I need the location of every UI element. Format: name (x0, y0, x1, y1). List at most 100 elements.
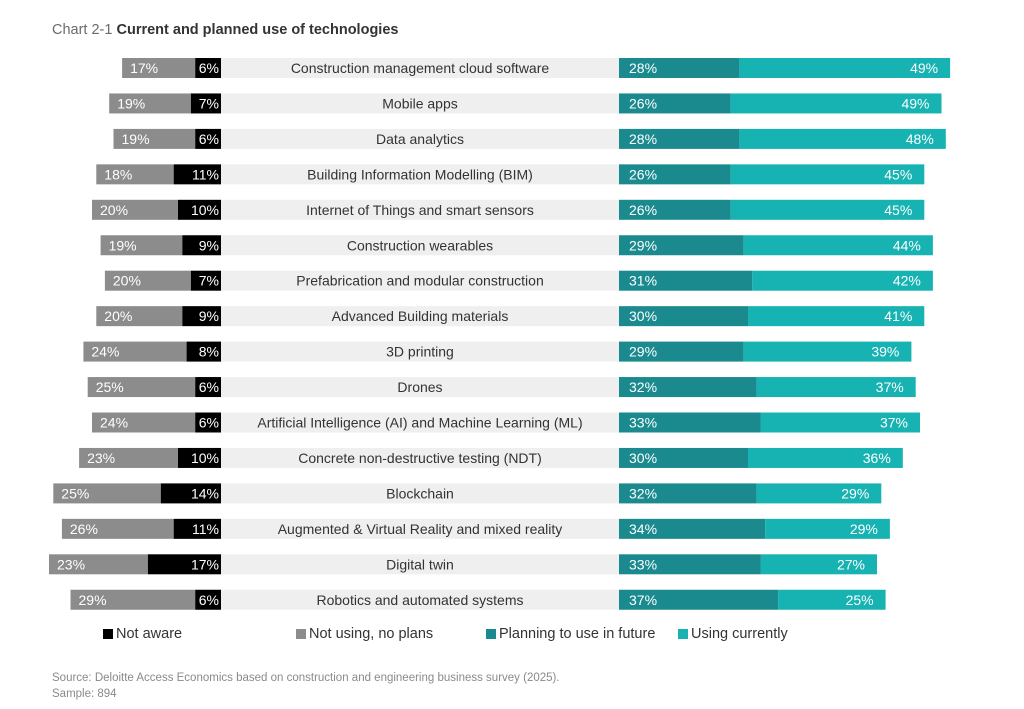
bar-not-aware (160, 483, 221, 504)
bar-using (743, 235, 933, 256)
label-not-aware: 17% (191, 556, 219, 572)
bar-not-aware (178, 447, 221, 468)
bar-not-aware (182, 235, 221, 256)
label-using: 29% (841, 485, 869, 501)
category-label: Internet of Things and smart sensors (306, 202, 534, 218)
label-planning: 29% (629, 344, 657, 360)
bar-planning (619, 518, 766, 539)
category-label: Augmented & Virtual Reality and mixed re… (278, 521, 563, 537)
label-not-aware: 11% (192, 521, 219, 537)
label-using: 42% (893, 273, 921, 289)
category-label: Drones (397, 379, 442, 395)
label-using: 44% (893, 237, 921, 253)
row-band (221, 164, 619, 185)
bar-planning (619, 554, 761, 575)
bar-using (730, 164, 925, 185)
label-using: 37% (880, 415, 908, 431)
category-label: Mobile apps (382, 95, 458, 111)
bar-not-aware (190, 270, 221, 291)
bar-using (756, 483, 882, 504)
label-planning: 30% (629, 450, 657, 466)
bar-not-using (92, 412, 196, 433)
bar-not-aware (195, 58, 221, 78)
label-not-using: 19% (109, 237, 137, 253)
bar-using (752, 270, 933, 291)
label-not-using: 19% (117, 95, 145, 111)
legend-swatch-planning (486, 629, 496, 639)
bar-not-using (104, 270, 191, 291)
label-not-aware: 6% (199, 60, 219, 76)
label-not-aware: 11% (192, 166, 219, 182)
row-band (221, 270, 619, 291)
legend-label-not-aware: Not aware (116, 626, 183, 642)
label-planning: 34% (629, 521, 657, 537)
bar-not-aware (195, 589, 221, 610)
chart: 17% 6% Construction management cloud softw… (49, 58, 951, 610)
category-label: Advanced Building materials (332, 308, 509, 324)
label-planning: 32% (629, 485, 657, 501)
bar-not-aware (173, 518, 221, 539)
label-using: 45% (884, 202, 912, 218)
bar-not-using (113, 128, 196, 149)
label-not-using: 17% (130, 60, 158, 76)
category-label: Prefabrication and modular construction (296, 273, 543, 289)
label-not-using: 23% (57, 556, 85, 572)
label-not-aware: 10% (191, 450, 219, 466)
label-not-using: 25% (96, 379, 124, 395)
label-planning: 33% (629, 556, 657, 572)
label-using: 25% (846, 592, 874, 608)
label-not-aware: 9% (199, 308, 219, 324)
label-not-aware: 7% (199, 273, 219, 289)
legend-item-not-aware: Not aware (103, 626, 182, 642)
bar-not-using (92, 199, 178, 220)
bar-not-using (83, 341, 187, 362)
label-using: 45% (884, 166, 912, 182)
bar-using (748, 306, 925, 327)
label-planning: 32% (629, 379, 657, 395)
category-label: Artificial Intelligence (AI) and Machine… (257, 415, 582, 431)
bar-planning (619, 93, 731, 114)
label-not-aware: 6% (199, 131, 219, 147)
label-planning: 26% (629, 166, 657, 182)
bar-not-using (96, 164, 174, 185)
label-not-using: 24% (91, 344, 119, 360)
bar-planning (619, 270, 753, 291)
label-planning: 28% (629, 131, 657, 147)
bar-using (739, 58, 951, 78)
bar-using (756, 377, 916, 398)
category-label: Construction management cloud software (291, 60, 550, 76)
label-not-aware: 9% (199, 237, 219, 253)
label-not-aware: 10% (191, 202, 219, 218)
row-band (221, 58, 619, 78)
label-not-using: 18% (104, 166, 132, 182)
label-planning: 31% (629, 273, 657, 289)
legend-item-using: Using currently (678, 626, 788, 642)
bar-not-using (100, 235, 183, 256)
label-using: 37% (876, 379, 904, 395)
bar-not-using (96, 306, 183, 327)
row-band (221, 412, 619, 433)
row-band (221, 93, 619, 114)
sample-line: Sample: 894 (52, 688, 117, 700)
label-not-using: 23% (87, 450, 115, 466)
bar-planning (619, 377, 757, 398)
row-band (221, 341, 619, 362)
source-note: Source: Deloitte Access Economics based … (52, 670, 560, 702)
category-label: 3D printing (386, 344, 454, 360)
row-band (221, 235, 619, 256)
label-not-using: 25% (61, 485, 89, 501)
label-not-using: 19% (122, 131, 150, 147)
row-band (221, 483, 619, 504)
label-planning: 29% (629, 237, 657, 253)
category-label: Construction wearables (347, 237, 493, 253)
label-not-using: 20% (104, 308, 132, 324)
label-not-using: 20% (100, 202, 128, 218)
chart-title-prefix: Chart 2-1 (52, 22, 113, 38)
label-using: 41% (884, 308, 912, 324)
bar-not-aware (173, 164, 221, 185)
bar-planning (619, 199, 731, 220)
bar-not-aware (178, 199, 221, 220)
label-not-using: 26% (70, 521, 98, 537)
category-label: Concrete non-destructive testing (NDT) (298, 450, 542, 466)
bar-not-aware (195, 128, 221, 149)
